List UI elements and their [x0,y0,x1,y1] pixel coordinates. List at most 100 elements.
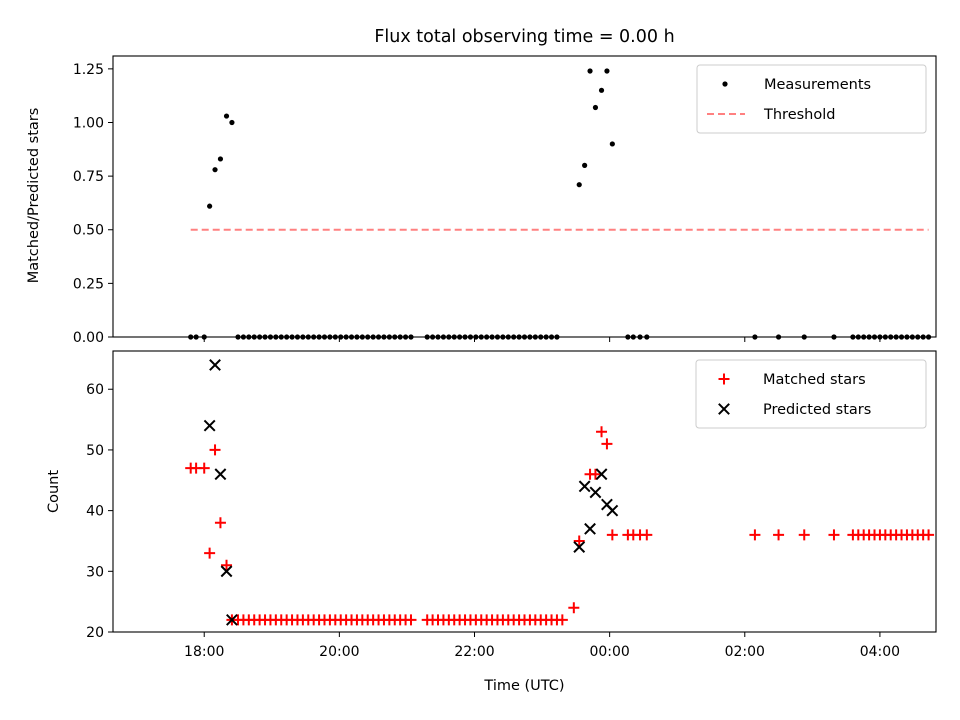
top-legend-box [696,64,927,134]
measurements-point [273,334,279,340]
measurements-point [207,203,213,209]
measurements-point [521,334,528,340]
measurements-point [386,334,392,340]
measurements-point [882,334,888,340]
measurements-point [582,162,588,168]
matched-stars-point [601,438,613,450]
top-ytick-label: 0.50 [73,223,104,239]
measurements-point [478,334,484,340]
measurements-point [435,334,441,340]
matched-stars-point [568,602,580,614]
measurements-point [457,334,463,340]
top-ytick-label: 1.00 [73,115,104,131]
measurements-point [831,334,837,340]
measurements-point [257,334,263,340]
matched-stars-point [773,529,785,541]
bottom-legend: Matched stars Predicted stars [695,359,927,429]
matched-stars-point [214,517,226,529]
measurements-point [267,334,274,340]
matched-stars-legend-label: Matched stars [763,372,866,388]
measurements-point [392,334,398,340]
measurements-point [801,334,807,340]
measurements-point [752,334,758,340]
predicted-stars-point [226,613,238,626]
matched-stars-point [828,529,840,541]
measurements-point [877,334,883,340]
measurements-point [278,334,284,340]
measurements-point [909,334,915,340]
matched-stars-legend-swatch [718,373,730,385]
predicted-stars-point [595,468,608,481]
bottom-ylabel: Count [46,470,62,513]
top-ytick-label: 0.25 [73,276,104,292]
measurements-point [850,334,856,340]
threshold-legend-label: Threshold [763,107,835,123]
bottom-panel: Count Time (UTC) 20 30 40 50 60 18:00 20:00 22:… [46,350,937,694]
measurements-point [284,334,290,340]
predicted-stars-legend-label: Predicted stars [763,402,871,418]
matched-stars-point [641,529,653,541]
measurements-point [871,334,878,340]
measurements-point [430,334,436,340]
measurements-point [332,334,338,340]
measurements-point [925,334,932,340]
bottom-xlabel: Time (UTC) [483,678,564,694]
measurements-point [644,334,650,340]
matched-stars-point [596,426,608,438]
measurements-point [538,334,544,340]
measurements-point [462,334,468,340]
predicted-stars-point [606,504,619,517]
bottom-ytick-label: 50 [86,443,104,459]
measurements-point [915,334,921,340]
measurements-point [855,334,861,340]
measurements-point [381,334,387,340]
top-ytick-label: 0.75 [73,169,104,185]
measurements-point [327,334,333,340]
matched-stars-point [589,468,601,480]
measurements-point [217,156,224,162]
measurements-point [316,334,322,340]
measurements-point [511,334,517,340]
measurements-point [489,334,495,340]
measurements-point [609,141,615,147]
measurements-point [343,334,349,340]
measurements-point [473,334,479,340]
measurements-point [305,334,311,340]
measurements-point [188,334,194,340]
measurements-point [321,334,328,340]
measurements-point [505,334,511,340]
measurements-point [587,68,593,74]
measurements-point [348,334,355,340]
matched-stars-point [556,614,568,626]
measurements-point [212,167,218,173]
measurements-point [201,334,207,340]
matched-stars-point [209,444,221,456]
measurements-point [262,334,268,340]
matched-stars-point [798,529,810,541]
bottom-legend-box [695,359,927,429]
measurements-point [235,334,241,340]
figure-title: Flux total observing time = 0.00 h [374,27,674,47]
bottom-ytick-label: 20 [86,625,104,641]
predicted-stars-point [214,468,227,481]
measurements-point [898,334,905,340]
matched-stars-point [606,529,618,541]
measurements-point [598,87,605,93]
measurements-point [424,334,430,340]
matched-stars-point [204,547,216,559]
measurements-point [893,334,899,340]
measurements-point [866,334,872,340]
measurements-legend-swatch [722,81,728,87]
measurements-point [397,334,403,340]
measurements-point [527,334,533,340]
top-panel: Matched/Predicted stars 0.00 0.25 0.50 0.75… [26,55,937,346]
measurements-point [904,334,910,340]
predicted-stars-point [573,541,586,553]
measurements-point [625,334,631,340]
measurements-point [630,334,636,340]
measurements-point [229,119,235,126]
measurements-point [532,334,538,340]
measurements-point [494,334,501,340]
predicted-stars-point [209,359,221,371]
predicted-stars-point [589,486,602,499]
